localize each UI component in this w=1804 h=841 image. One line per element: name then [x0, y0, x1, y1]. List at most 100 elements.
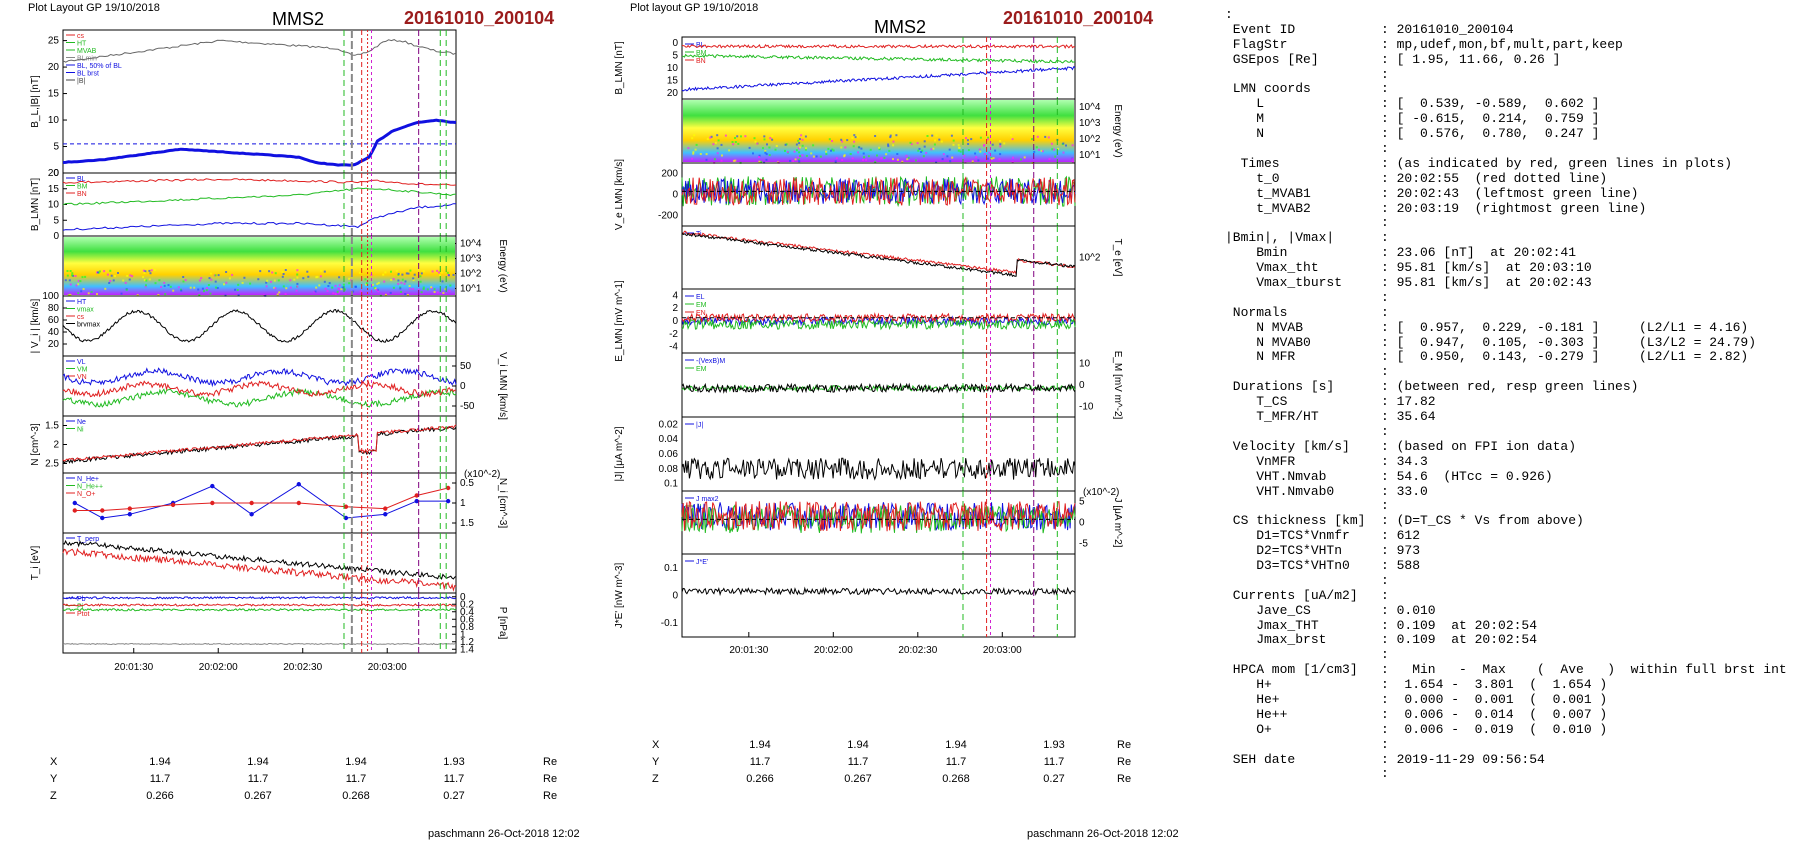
coord-value: 11.7 — [1043, 756, 1065, 768]
summary-value: : — [1381, 647, 1389, 663]
heatmap-speckle — [439, 274, 441, 277]
summary-row: L: [ 0.539, -0.589, 0.602 ] — [1225, 96, 1800, 112]
heatmap-speckle — [717, 139, 720, 142]
heatmap-speckle — [862, 158, 865, 161]
coord-value: 11.7 — [847, 756, 869, 768]
summary-row: CS thickness [km]: (D=T_CS * Vs from abo… — [1225, 513, 1800, 529]
heatmap-speckle — [797, 158, 800, 161]
series-line — [62, 603, 457, 607]
legend-label: EM — [696, 302, 707, 309]
summary-value: : 20:02:55 (red dotted line) — [1381, 170, 1608, 186]
legend-label: EL — [696, 294, 705, 301]
heatmap-speckle — [209, 272, 212, 275]
series-line — [681, 500, 1076, 532]
heatmap-speckle — [106, 273, 109, 276]
heatmap-speckle — [98, 270, 101, 273]
heatmap-speckle — [693, 134, 696, 137]
heatmap-speckle — [417, 288, 420, 291]
heatmap-speckle — [706, 138, 709, 141]
heatmap-speckle — [214, 280, 217, 283]
heatmap-speckle — [336, 290, 339, 293]
heatmap-speckle — [734, 159, 737, 162]
summary-value: : — [1381, 81, 1389, 97]
heatmap-speckle — [687, 147, 690, 150]
summary-row: N MVAB0: [ 0.947, 0.105, -0.303 ] (L3/L2 … — [1225, 335, 1800, 351]
summary-value: : — [1381, 736, 1389, 752]
summary-key: O+ — [1225, 721, 1272, 737]
summary-value: : 20161010_200104 — [1381, 21, 1514, 37]
y-axis-label: J*E' [nW m^-3] — [614, 563, 625, 629]
legend-label: cs — [77, 33, 85, 40]
heatmap-speckle — [926, 135, 929, 137]
heatmap-speckle — [798, 138, 801, 140]
y-axis-label: |J| [μA m^-2] — [614, 426, 625, 481]
heatmap-speckle — [768, 146, 771, 149]
legend-label: |B| — [77, 78, 85, 85]
y-tick-label: 0 — [672, 591, 678, 602]
heatmap-speckle — [125, 288, 128, 291]
legend-label: BM — [696, 50, 707, 57]
legend-label: T_perp — [77, 536, 99, 543]
heatmap-speckle — [302, 277, 305, 280]
heatmap-speckle — [1038, 148, 1040, 151]
y-tick-label: 1.5 — [45, 421, 59, 432]
coord-value: 0.267 — [844, 773, 872, 785]
heatmap-speckle — [295, 289, 298, 292]
heatmap-speckle — [296, 276, 299, 279]
summary-key: Event ID — [1225, 21, 1296, 37]
y-tick-label: 10^3 — [460, 254, 482, 265]
heatmap-speckle — [316, 275, 319, 278]
summary-key: D2=TCS*VHTn — [1225, 543, 1343, 559]
event-summary-panel: : Event ID: 20161010_200104 FlagStr: mp,… — [1225, 7, 1800, 782]
y-tick-label: 0.4 — [460, 607, 474, 618]
heatmap-speckle — [399, 287, 402, 290]
heatmap-speckle — [758, 160, 761, 163]
summary-key: D3=TCS*VHTn0 — [1225, 557, 1350, 573]
y-tick-label: 0 — [460, 381, 466, 392]
heatmap-speckle — [323, 280, 326, 283]
summary-value: : 33.0 — [1381, 483, 1428, 499]
summary-key: t_MVAB1 — [1225, 185, 1311, 201]
heatmap-speckle — [901, 160, 904, 163]
coord-unit: Re — [1117, 739, 1132, 751]
legend-label: |J| — [696, 422, 703, 429]
heatmap-speckle — [691, 157, 694, 160]
summary-row: VnMFR: 34.3 — [1225, 453, 1800, 470]
heatmap-speckle — [714, 141, 717, 144]
data-point — [72, 508, 77, 513]
heatmap-speckle — [694, 148, 697, 151]
y-tick-label: 25 — [48, 36, 60, 47]
summary-value: : 973 — [1381, 543, 1421, 559]
panel-frame — [681, 553, 1076, 638]
summary-key: GSEpos [Re] — [1225, 51, 1319, 67]
heatmap-speckle — [978, 148, 981, 151]
heatmap-speckle — [963, 154, 966, 157]
heatmap-speckle — [314, 290, 317, 293]
heatmap-speckle — [405, 272, 408, 275]
heatmap-speckle — [104, 287, 107, 290]
summary-row: H+: 1.654 - 3.801 ( 1.654 ) — [1225, 677, 1800, 693]
heatmap-speckle — [68, 279, 71, 282]
heatmap-speckle — [983, 153, 986, 155]
left-panel-8: T_i [eV] T_perp — [30, 532, 457, 594]
heatmap-speckle — [71, 274, 73, 277]
heatmap-speckle — [1011, 161, 1014, 164]
heatmap-speckle — [441, 280, 444, 283]
heatmap-speckle — [289, 286, 292, 289]
heatmap-speckle — [874, 160, 877, 163]
summary-row: : — [1225, 67, 1800, 83]
heatmap-speckle — [920, 151, 923, 153]
heatmap-speckle — [265, 285, 268, 288]
heatmap-speckle — [1012, 156, 1014, 159]
x-tick-label: 20:03:00 — [368, 662, 407, 673]
heatmap-speckle — [96, 293, 98, 296]
coord-value: 0.27 — [443, 790, 465, 802]
heatmap-speckle — [144, 270, 147, 273]
summary-value: : 34.3 — [1381, 453, 1428, 469]
heatmap-speckle — [798, 142, 801, 145]
coord-value: 11.7 — [945, 756, 967, 768]
heatmap-speckle — [382, 273, 385, 276]
heatmap-speckle — [999, 140, 1002, 142]
summary-row: : — [1225, 364, 1800, 380]
